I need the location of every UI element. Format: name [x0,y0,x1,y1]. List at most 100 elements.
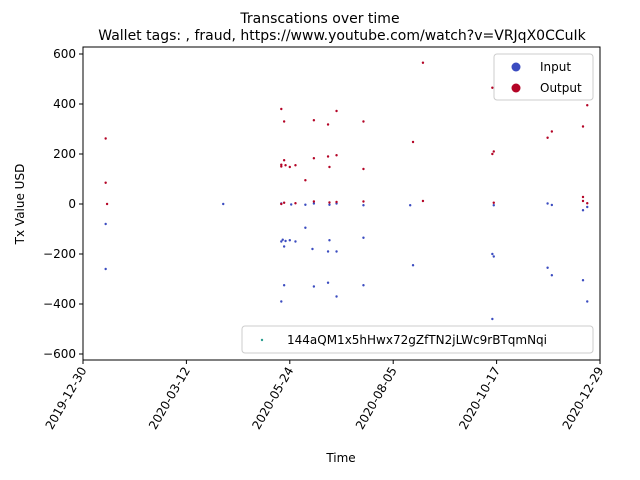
input-point [304,226,307,229]
output-point [282,201,286,204]
input-point [408,204,412,207]
output-point [335,109,338,113]
input-point [282,284,286,287]
input-point [326,250,330,253]
input-point [328,203,331,206]
input-point [586,205,589,209]
output-point [284,164,287,167]
output-point [294,202,297,205]
input-point [335,250,338,253]
input-point [311,247,314,251]
input-point [335,295,338,298]
x-axis-label: Time [325,451,355,465]
output-point [312,200,316,203]
input-point [492,204,495,207]
input-point [312,285,316,288]
input-legend-label: Input [540,60,571,74]
y-tick-label: 0 [68,197,76,211]
output-point [328,201,331,204]
wallet-legend-label: 144aQM1x5hHwx72gZfTN2jLWc9rBTqmNqi [287,333,547,347]
output-point [326,155,330,158]
input-point [290,203,293,206]
input-point [294,240,297,243]
input-point [104,267,107,271]
input-point [288,239,291,242]
output-point [491,86,494,89]
chart-subtitle: Wallet tags: , fraud, https://www.youtub… [98,28,586,44]
output-point [421,199,425,203]
output-point [546,136,549,139]
y-tick-label: 600 [53,47,76,61]
input-point [312,202,316,205]
input-point [550,203,554,207]
input-point [581,279,585,282]
output-point [550,130,554,133]
input-point [362,284,365,287]
input-point [326,281,330,284]
output-point [104,137,107,140]
output-point [421,61,425,64]
input-legend-marker [511,62,521,72]
y-tick-label: 400 [53,97,76,111]
input-point [304,203,307,206]
data-points [104,61,589,321]
output-point [294,164,297,167]
output-legend-marker [511,83,521,93]
output-point [586,202,589,205]
chart-title: Transcations over time [239,11,399,27]
input-point [222,202,225,206]
output-point [581,199,585,203]
input-point [280,300,283,303]
output-point [491,152,494,156]
input-point [281,238,284,241]
y-axis-label: Tx Value USD [13,164,27,246]
input-point [362,204,365,207]
y-tick-label: −600 [43,347,76,361]
input-point [328,239,331,242]
output-point [304,179,307,182]
y-axis: −600 −400 −200 0 200 400 600 [43,47,83,361]
output-point [282,159,286,162]
input-point [362,236,365,239]
output-point [280,165,283,168]
x-axis: 2019-12-30 2020-03-12 2020-05-24 2020-08-05… [43,360,607,432]
wallet-legend-marker [260,338,264,342]
input-point [280,240,283,243]
input-point [581,209,585,212]
output-point [104,181,107,184]
output-point [362,200,365,203]
output-point [288,165,291,169]
output-point [581,195,585,199]
input-point [411,264,415,267]
x-tick-label: 2020-10-17 [456,365,503,432]
output-legend-label: Output [540,81,582,95]
output-point [581,125,585,128]
output-point [335,200,338,204]
input-point [492,255,495,258]
output-point [280,202,283,206]
legend-series: Input Output [493,53,594,101]
output-point [362,167,365,171]
y-tick-label: 200 [53,147,76,161]
output-point [280,163,283,166]
output-point [362,120,365,123]
output-point [326,123,330,126]
output-point [586,104,589,107]
x-tick-label: 2020-05-24 [249,365,296,432]
input-point [284,239,287,243]
output-point [282,120,286,123]
input-point [546,266,549,269]
x-tick-label: 2020-03-12 [146,365,193,432]
y-tick-label: −400 [43,297,76,311]
output-point [312,157,316,160]
output-point [335,154,338,157]
input-point [282,245,286,248]
input-point [546,202,549,205]
output-point [411,140,415,144]
output-point [492,150,495,153]
output-point [105,202,109,206]
x-tick-label: 2020-12-29 [560,365,607,432]
output-point [312,119,316,122]
x-tick-label: 2020-08-05 [353,365,400,432]
